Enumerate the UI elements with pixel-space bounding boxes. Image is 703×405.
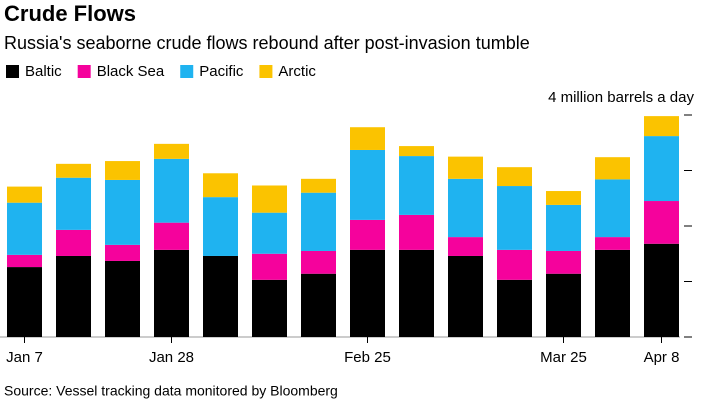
bar-segment: [644, 136, 679, 202]
x-tick-label: Jan 28: [149, 349, 194, 366]
bar-segment: [154, 158, 189, 223]
bar-segment: [252, 185, 287, 213]
bar-segment: [105, 179, 140, 245]
bar-segment: [105, 244, 140, 261]
bar-segment: [7, 186, 42, 203]
bar-segment: [7, 254, 42, 268]
bar-segment: [595, 157, 630, 180]
legend-label: Black Sea: [97, 63, 165, 80]
bar-segment: [252, 212, 287, 254]
bar-segment: [546, 204, 581, 251]
x-tick-label: Feb 25: [344, 349, 391, 366]
bar-segment: [154, 249, 189, 337]
bar-segment: [595, 249, 630, 337]
bar-segment: [644, 243, 679, 337]
legend-swatch: [259, 65, 273, 78]
bar-segment: [56, 255, 91, 337]
x-tick-label: Jan 7: [6, 349, 43, 366]
bar-segment: [203, 255, 238, 337]
x-tick-label: Mar 25: [540, 349, 587, 366]
bar-segment: [399, 249, 434, 337]
bar-segment: [301, 273, 336, 337]
bar-segment: [203, 197, 238, 256]
bar-segment: [252, 279, 287, 337]
bar-segment: [399, 146, 434, 157]
bar-segment: [203, 173, 238, 198]
bar-segment: [497, 249, 532, 280]
bar-segment: [301, 250, 336, 274]
bar-segment: [546, 191, 581, 205]
legend-swatch: [6, 65, 19, 78]
x-tick-label: Apr 8: [644, 349, 680, 366]
bar-segment: [56, 177, 91, 230]
bar-segment: [301, 178, 336, 193]
bar-segment: [252, 253, 287, 280]
bar-segment: [154, 143, 189, 159]
legend-label: Arctic: [278, 63, 316, 80]
source-note: Source: Vessel tracking data monitored b…: [4, 383, 338, 399]
legend-swatch: [180, 65, 194, 78]
bar-segment: [105, 260, 140, 337]
bar-segment: [546, 250, 581, 274]
bar-segment: [644, 116, 679, 137]
bar-segment: [350, 249, 385, 337]
bar-segment: [105, 161, 140, 180]
y-tick-label: 4 million barrels a day: [548, 89, 694, 106]
bar-segment: [497, 167, 532, 187]
chart-title: Crude Flows: [4, 1, 136, 26]
bar-segment: [350, 219, 385, 250]
bar-segment: [448, 178, 483, 238]
bar-segment: [448, 156, 483, 179]
legend-label: Pacific: [199, 63, 244, 80]
bar-segment: [350, 149, 385, 220]
bar-segment: [497, 279, 532, 337]
bar-segment: [56, 229, 91, 256]
bar-segment: [399, 156, 434, 215]
bar-segment: [448, 255, 483, 337]
bar-segment: [7, 267, 42, 337]
bar-segment: [546, 273, 581, 337]
bar-segment: [595, 179, 630, 238]
bar-segment: [399, 214, 434, 250]
bar-segment: [154, 222, 189, 250]
bar-segment: [7, 202, 42, 255]
bar-segment: [644, 201, 679, 244]
bar-segment: [595, 237, 630, 250]
legend-swatch: [77, 65, 91, 78]
bar-segment: [56, 163, 91, 178]
chart-subtitle: Russia's seaborne crude flows rebound af…: [4, 33, 530, 53]
legend-label: Baltic: [25, 63, 62, 80]
bar-segment: [497, 186, 532, 250]
bar-segment: [350, 127, 385, 150]
bar-segment: [448, 237, 483, 256]
bar-segment: [301, 192, 336, 251]
